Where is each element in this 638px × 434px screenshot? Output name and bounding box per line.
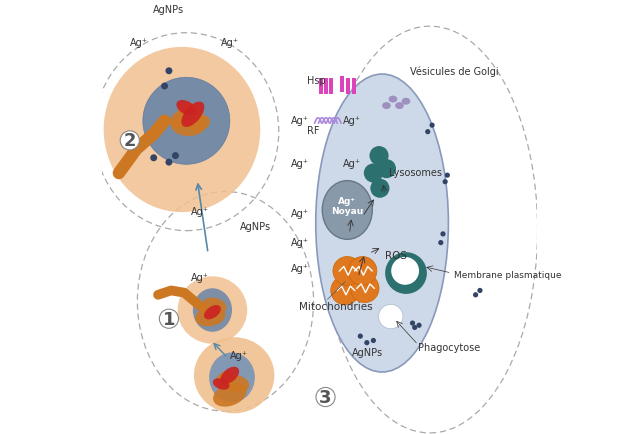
Ellipse shape — [143, 78, 230, 165]
Bar — [324, 79, 328, 95]
Circle shape — [370, 179, 389, 198]
Circle shape — [165, 68, 172, 75]
Ellipse shape — [195, 307, 225, 327]
Bar — [329, 79, 333, 95]
Circle shape — [410, 321, 415, 326]
Ellipse shape — [181, 102, 204, 128]
Text: Hsp: Hsp — [307, 76, 325, 85]
Ellipse shape — [194, 338, 274, 413]
Ellipse shape — [389, 96, 397, 103]
Text: 3: 3 — [319, 388, 332, 406]
Circle shape — [412, 325, 417, 330]
Circle shape — [378, 305, 403, 329]
Circle shape — [120, 132, 139, 151]
Ellipse shape — [213, 383, 247, 407]
Circle shape — [473, 293, 478, 298]
Circle shape — [348, 257, 377, 286]
Text: Ag⁺: Ag⁺ — [291, 263, 309, 273]
Text: Ag⁺: Ag⁺ — [221, 38, 239, 48]
Ellipse shape — [177, 277, 248, 344]
Text: Mitochondries: Mitochondries — [299, 301, 373, 311]
Text: Ag⁺: Ag⁺ — [291, 237, 309, 247]
Text: 2: 2 — [124, 132, 136, 150]
Text: 1: 1 — [163, 310, 175, 328]
Ellipse shape — [189, 115, 210, 132]
Circle shape — [391, 257, 419, 285]
Circle shape — [443, 180, 448, 185]
Circle shape — [330, 276, 359, 305]
Text: Vésicules de Golgi: Vésicules de Golgi — [410, 66, 499, 77]
Ellipse shape — [176, 101, 197, 116]
Circle shape — [440, 232, 445, 237]
Ellipse shape — [395, 103, 404, 110]
Ellipse shape — [178, 104, 204, 122]
Text: Phagocytose: Phagocytose — [418, 343, 480, 353]
Text: Ag⁺: Ag⁺ — [230, 350, 248, 360]
Text: Ag⁺
Noyau: Ag⁺ Noyau — [331, 197, 364, 216]
Text: Ag⁺: Ag⁺ — [291, 116, 309, 126]
Text: Membrane plasmatique: Membrane plasmatique — [454, 270, 561, 279]
Text: Ag⁺: Ag⁺ — [291, 209, 309, 219]
Circle shape — [369, 147, 389, 166]
Circle shape — [477, 288, 482, 293]
Circle shape — [377, 160, 396, 179]
Ellipse shape — [193, 289, 232, 332]
Ellipse shape — [221, 367, 239, 384]
Circle shape — [333, 257, 362, 286]
Ellipse shape — [209, 352, 255, 403]
Ellipse shape — [171, 115, 206, 137]
Circle shape — [371, 338, 376, 343]
Text: AgNPs: AgNPs — [153, 5, 184, 15]
Circle shape — [364, 164, 383, 183]
Ellipse shape — [215, 371, 235, 388]
Ellipse shape — [322, 181, 373, 240]
Text: Lysosomes: Lysosomes — [389, 168, 441, 178]
Ellipse shape — [103, 48, 260, 213]
Ellipse shape — [204, 305, 221, 320]
Ellipse shape — [316, 75, 449, 372]
Ellipse shape — [170, 109, 194, 129]
Circle shape — [429, 123, 434, 128]
Bar — [319, 79, 323, 95]
Circle shape — [172, 153, 179, 160]
Circle shape — [160, 309, 179, 329]
Text: Ag⁺: Ag⁺ — [343, 116, 361, 126]
Ellipse shape — [203, 298, 226, 314]
Ellipse shape — [382, 103, 390, 110]
Bar — [340, 77, 344, 92]
Text: Ag⁺: Ag⁺ — [191, 272, 209, 282]
Ellipse shape — [402, 99, 410, 105]
Circle shape — [438, 240, 443, 246]
Circle shape — [425, 130, 431, 135]
Ellipse shape — [212, 378, 230, 390]
Bar — [352, 79, 356, 95]
Ellipse shape — [223, 375, 249, 393]
Circle shape — [161, 83, 168, 90]
Circle shape — [150, 155, 157, 162]
Text: ROS: ROS — [385, 250, 407, 260]
Circle shape — [316, 388, 335, 407]
Text: AgNPs: AgNPs — [352, 347, 383, 357]
Text: AgNPs: AgNPs — [240, 221, 271, 231]
Circle shape — [385, 253, 427, 294]
Circle shape — [445, 173, 450, 178]
Text: Ag⁺: Ag⁺ — [343, 159, 361, 169]
Text: Ag⁺: Ag⁺ — [130, 38, 148, 48]
Bar — [346, 79, 350, 95]
Circle shape — [165, 159, 172, 166]
Circle shape — [417, 323, 422, 328]
Text: RF: RF — [307, 125, 320, 135]
Circle shape — [350, 274, 379, 303]
Circle shape — [358, 334, 363, 339]
Circle shape — [364, 340, 369, 345]
Text: Ag⁺: Ag⁺ — [191, 207, 209, 217]
Text: Ag⁺: Ag⁺ — [291, 159, 309, 169]
